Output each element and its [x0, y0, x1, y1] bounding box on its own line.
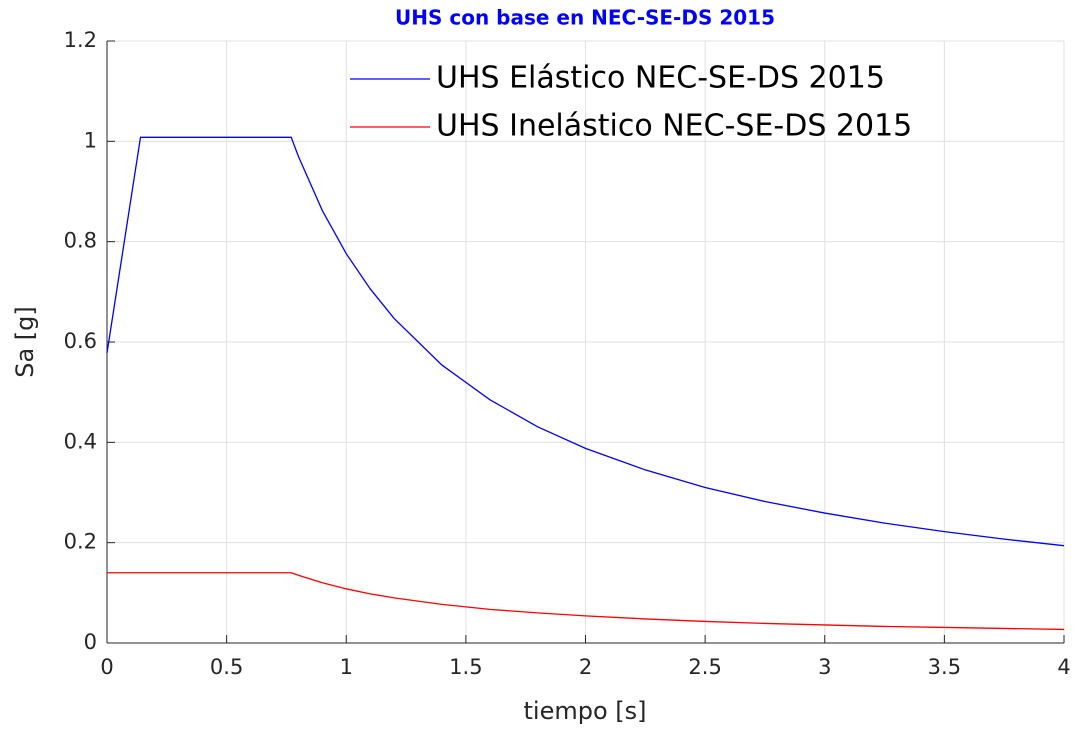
y-tick-label: 0.6	[64, 329, 97, 353]
x-tick-label: 4	[1057, 655, 1070, 679]
legend-label: UHS Inelástico NEC-SE-DS 2015	[436, 109, 912, 144]
x-tick-label: 0.5	[210, 655, 243, 679]
y-axis-label: Sa [g]	[11, 306, 39, 378]
y-tick-label: 0	[84, 630, 97, 654]
x-tick-label: 3	[818, 655, 831, 679]
y-tick-label: 1.2	[64, 28, 97, 52]
x-tick-label: 1	[340, 655, 353, 679]
legend-label: UHS Elástico NEC-SE-DS 2015	[436, 61, 885, 96]
y-tick-label: 1	[84, 128, 97, 152]
y-tick-label: 0.2	[64, 530, 97, 554]
x-tick-label: 1.5	[449, 655, 482, 679]
x-tick-label: 3.5	[928, 655, 961, 679]
x-tick-label: 2	[579, 655, 592, 679]
chart-title: UHS con base en NEC-SE-DS 2015	[395, 6, 775, 30]
series-line	[106, 136, 1065, 547]
x-axis-label: tiempo [s]	[524, 697, 647, 725]
series-line	[107, 572, 1065, 631]
y-tick-label: 0.8	[64, 229, 97, 253]
x-tick-label: 2.5	[688, 655, 721, 679]
x-tick-label: 0	[100, 655, 113, 679]
y-tick-label: 0.4	[64, 429, 97, 453]
